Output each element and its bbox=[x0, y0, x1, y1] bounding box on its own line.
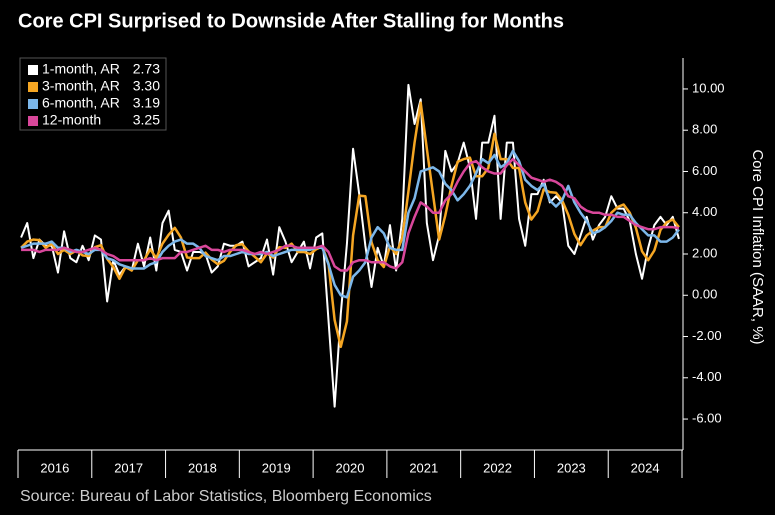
legend-swatch bbox=[28, 99, 38, 109]
y-tick-label: -4.00 bbox=[692, 369, 722, 384]
x-tick-label: 2024 bbox=[631, 460, 660, 475]
legend-label: 6-month, AR bbox=[42, 95, 120, 111]
legend-swatch bbox=[28, 82, 38, 92]
x-tick-label: 2016 bbox=[40, 460, 69, 475]
legend-box bbox=[19, 57, 167, 131]
y-tick-label: 8.00 bbox=[692, 122, 717, 137]
y-tick-label: 2.00 bbox=[692, 245, 717, 260]
y-tick-label: 6.00 bbox=[692, 163, 717, 178]
legend-swatch bbox=[28, 65, 38, 75]
legend-label: 12-month bbox=[42, 112, 101, 128]
y-tick-label: -2.00 bbox=[692, 328, 722, 343]
legend-value: 3.30 bbox=[133, 78, 160, 94]
series-line bbox=[20, 101, 680, 349]
legend-value: 3.19 bbox=[133, 95, 160, 111]
x-tick-label: 2023 bbox=[557, 460, 586, 475]
legend-swatch bbox=[28, 116, 38, 126]
series-line bbox=[21, 157, 680, 272]
x-tick-label: 2020 bbox=[336, 460, 365, 475]
y-axis-label: Core CPI Inflation (SAAR, %) bbox=[749, 149, 766, 344]
y-tick-label: 4.00 bbox=[692, 204, 717, 219]
x-tick-label: 2019 bbox=[262, 460, 291, 475]
legend-label: 1-month, AR bbox=[42, 61, 120, 77]
x-tick-label: 2022 bbox=[483, 460, 512, 475]
legend-label: 3-month, AR bbox=[42, 78, 120, 94]
y-tick-label: 10.00 bbox=[692, 80, 725, 95]
chart-title: Core CPI Surprised to Downside After Sta… bbox=[18, 10, 564, 32]
x-tick-label: 2021 bbox=[409, 460, 438, 475]
series-line bbox=[20, 149, 680, 299]
y-tick-label: 0.00 bbox=[692, 287, 717, 302]
y-tick-label: -6.00 bbox=[692, 410, 722, 425]
x-tick-label: 2018 bbox=[188, 460, 217, 475]
legend-value: 3.25 bbox=[133, 112, 160, 128]
legend-value: 2.73 bbox=[133, 61, 160, 77]
legend: 1-month, AR 2.73 3-month, AR 3.30 6-month, A… bbox=[19, 57, 167, 131]
x-tick-label: 2017 bbox=[114, 460, 143, 475]
source: Source: Bureau of Labor Statistics, Bloo… bbox=[20, 488, 432, 505]
